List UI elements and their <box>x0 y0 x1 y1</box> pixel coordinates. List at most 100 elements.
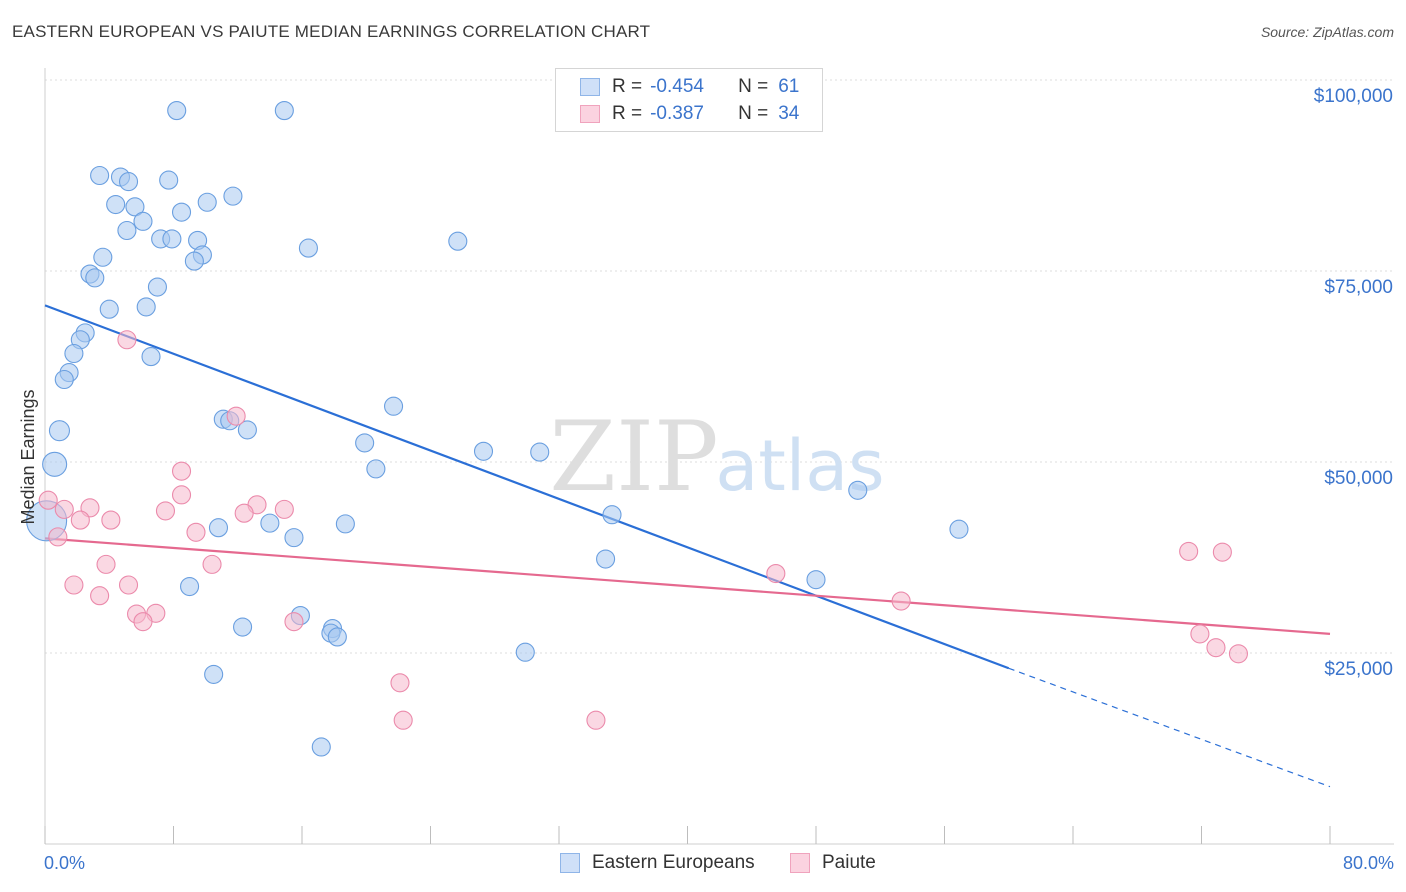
legend-r-label: R = <box>612 103 643 124</box>
series-legend-eastern[interactable]: Eastern Europeans <box>560 852 755 874</box>
point-paiute <box>891 591 911 611</box>
series-name-paiute: Paiute <box>822 852 876 873</box>
x-tick-label: 0.0% <box>44 853 85 873</box>
point-paiute <box>202 554 222 574</box>
x-tick-label: 80.0% <box>1343 853 1394 873</box>
data-points <box>26 101 1248 757</box>
point-paiute <box>274 499 294 519</box>
legend-n-label: N = <box>738 76 769 97</box>
point-paiute <box>96 554 116 574</box>
trend-line-paiute <box>44 537 1331 635</box>
point-eastern-european <box>274 101 294 121</box>
point-paiute <box>1228 644 1248 664</box>
point-eastern-european <box>167 101 187 121</box>
legend-swatch-eastern <box>580 78 600 96</box>
point-eastern-european <box>366 459 386 479</box>
point-eastern-european <box>949 519 969 539</box>
point-eastern-european <box>133 211 153 231</box>
point-eastern-european <box>384 396 404 416</box>
point-eastern-european <box>48 420 71 442</box>
point-eastern-european <box>93 247 113 267</box>
point-paiute <box>586 710 606 730</box>
point-eastern-european <box>180 576 200 597</box>
legend-row-paiute: R = -0.387 N = 34 <box>580 102 799 126</box>
point-eastern-european <box>106 194 126 215</box>
point-eastern-european <box>162 229 182 249</box>
point-paiute <box>1206 638 1226 658</box>
point-eastern-european <box>117 220 137 241</box>
point-eastern-european <box>64 343 84 364</box>
series-legend: Eastern Europeans Paiute <box>0 852 1406 876</box>
trend-line-eastern <box>44 304 1010 670</box>
point-eastern-european <box>473 441 494 461</box>
point-eastern-european <box>99 299 119 319</box>
point-paiute <box>118 575 139 595</box>
legend-swatch-paiute <box>580 105 600 123</box>
point-eastern-european <box>806 570 826 590</box>
point-eastern-european <box>596 549 616 569</box>
stats-legend: R = -0.454 N = 61 R = -0.387 N = 34 <box>555 68 823 132</box>
watermark-zip: ZIP <box>549 401 718 513</box>
point-paiute <box>155 501 176 521</box>
point-eastern-european <box>42 451 68 477</box>
y-tick-label: $75,000 <box>1324 277 1393 298</box>
point-eastern-european <box>197 192 217 212</box>
point-eastern-european <box>335 514 355 534</box>
point-paiute <box>48 527 68 547</box>
point-paiute <box>90 586 110 606</box>
point-paiute <box>234 503 254 523</box>
point-paiute <box>1179 541 1199 561</box>
legend-row-eastern: R = -0.454 N = 61 <box>580 75 799 99</box>
gridlines <box>45 79 1394 654</box>
y-tick-label: $25,000 <box>1324 659 1393 680</box>
point-paiute <box>766 563 786 584</box>
point-eastern-european <box>159 170 179 190</box>
point-eastern-european <box>311 737 331 757</box>
point-eastern-european <box>298 238 318 258</box>
point-paiute <box>226 406 246 426</box>
series-legend-paiute[interactable]: Paiute <box>790 852 876 874</box>
series-swatch-eastern <box>560 853 580 873</box>
point-paiute <box>70 510 90 530</box>
point-paiute <box>38 490 58 510</box>
point-eastern-european <box>602 505 622 525</box>
point-eastern-european <box>90 165 110 186</box>
point-eastern-european <box>85 268 105 288</box>
point-eastern-european <box>184 251 204 271</box>
legend-r-value: -0.454 <box>650 76 704 97</box>
point-paiute <box>1212 542 1232 562</box>
point-paiute <box>54 499 74 519</box>
point-paiute <box>393 710 413 730</box>
point-eastern-european <box>136 297 156 317</box>
trend-lines <box>44 304 1331 788</box>
point-eastern-european <box>125 197 145 217</box>
point-paiute <box>171 461 192 481</box>
source-label: Source: ZipAtlas.com <box>1260 24 1394 40</box>
point-eastern-european <box>141 347 161 367</box>
chart-title: EASTERN EUROPEAN VS PAIUTE MEDIAN EARNIN… <box>12 22 651 41</box>
axes <box>44 68 1394 845</box>
point-eastern-european <box>260 513 280 533</box>
tick-labels: $25,000 $50,000 $75,000 $100,000 0.0% 80.0% <box>44 86 1394 873</box>
point-eastern-european <box>208 518 229 538</box>
point-eastern-european <box>327 627 347 647</box>
point-eastern-european <box>223 186 243 206</box>
point-eastern-european <box>118 172 139 192</box>
point-eastern-european <box>515 642 535 662</box>
point-eastern-european <box>54 369 74 390</box>
trend-line-extension <box>1008 667 1331 788</box>
point-eastern-european <box>237 420 257 440</box>
point-paiute <box>390 673 410 693</box>
point-eastern-european <box>355 433 375 453</box>
y-tick-label: $50,000 <box>1324 468 1393 489</box>
point-eastern-european <box>284 528 304 548</box>
legend-n-value: 34 <box>778 103 800 124</box>
point-paiute <box>133 612 153 632</box>
legend-n-label: N = <box>738 103 769 124</box>
point-paiute <box>64 575 84 595</box>
point-eastern-european <box>171 202 192 222</box>
legend-n-value: 61 <box>778 76 800 97</box>
point-paiute <box>117 330 137 350</box>
series-name-eastern: Eastern Europeans <box>592 852 755 873</box>
